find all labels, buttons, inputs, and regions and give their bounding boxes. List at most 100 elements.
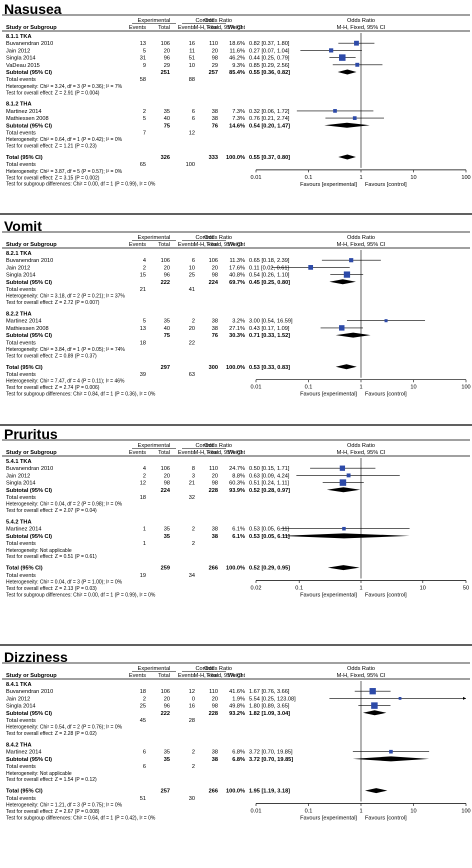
- total-events-label: Total events: [6, 541, 36, 547]
- total-events-e: 18: [140, 495, 146, 501]
- total-e: 96: [164, 704, 170, 710]
- method-header-left: M-H, Fixed, 95% CI: [194, 25, 243, 31]
- events-e: 2: [143, 265, 146, 271]
- study-marker: [352, 116, 357, 120]
- study-name: Jain 2012: [6, 48, 30, 54]
- statistics-note: Test for overall effect: Z = 1.54 (P = 0…: [6, 777, 97, 783]
- overall-events-label: Total events: [6, 372, 36, 378]
- overall-events-label: Total events: [6, 162, 36, 168]
- total-events-e: 45: [140, 718, 146, 724]
- study-name: Singla 2014: [6, 704, 36, 710]
- favours-experimental-label: Favours [experimental]: [300, 816, 357, 822]
- subtotal-label: Subtotal (95% CI): [6, 123, 52, 129]
- total-e: 35: [164, 109, 170, 115]
- subtotal-weight: 30.3%: [229, 333, 245, 339]
- statistics-note: Test for overall effect: Z = 0.51 (P = 0…: [6, 554, 97, 560]
- statistics-note: Heterogeneity: Chi² = 3.84, df = 1 (P = …: [6, 347, 125, 353]
- subtotal-diamond: [352, 756, 430, 762]
- overall-total-c: 266: [209, 566, 218, 572]
- events-e: 5: [143, 48, 146, 54]
- study-header: Study or Subgroup: [6, 25, 57, 31]
- subgroup-label: 8.1.1 TKA: [6, 34, 32, 40]
- or-ci: 0.44 [0.25, 0.79]: [249, 56, 290, 62]
- subgroup-label: 8.1.2 THA: [6, 102, 32, 108]
- statistics-note: Test for overall effect: Z = 1.21 (P = 0…: [6, 144, 97, 150]
- x-tick-label: 100: [461, 385, 470, 391]
- total-e: 20: [164, 473, 170, 479]
- subtotal-total-c: 257: [209, 70, 218, 76]
- panel-title: Dizziness: [4, 649, 68, 665]
- or-title-left: Odds Ratio: [204, 18, 232, 24]
- overall-or-ci: 0.53 [0.33, 0.83]: [249, 365, 290, 371]
- method-header-right: M-H, Fixed, 95% CI: [337, 450, 386, 456]
- weight: 11.6%: [230, 48, 245, 54]
- total-c: 106: [209, 258, 218, 264]
- subtotal-total-c: 38: [212, 534, 218, 540]
- overall-total-c: 300: [209, 365, 218, 371]
- total-c: 38: [212, 116, 218, 122]
- subtotal-or-ci: 1.82 [1.09, 3.04]: [249, 711, 290, 717]
- total-c: 29: [212, 63, 218, 69]
- or-ci: 0.43 [0.17, 1.09]: [249, 326, 290, 332]
- study-header: Study or Subgroup: [6, 242, 57, 248]
- events-c: 12: [189, 689, 195, 695]
- or-title-right: Odds Ratio: [347, 18, 375, 24]
- events-e: 1: [143, 527, 146, 533]
- experimental-header: Experimental: [138, 443, 171, 449]
- or-ci: 3.00 [0.54, 16.59]: [249, 319, 293, 325]
- weight: 46.2%: [229, 56, 245, 62]
- study-name: Singla 2014: [6, 56, 36, 62]
- events-e: 6: [143, 750, 146, 756]
- method-header-left: M-H, Fixed, 95% CI: [194, 242, 243, 248]
- or-ci: 0.54 [0.26, 1.10]: [249, 273, 290, 279]
- or-ci: 0.65 [0.18, 2.39]: [249, 258, 290, 264]
- favours-experimental-label: Favours [experimental]: [300, 392, 357, 398]
- method-header-right: M-H, Fixed, 95% CI: [337, 673, 386, 679]
- ci-arrow: [463, 696, 466, 700]
- overall-diamond: [327, 565, 360, 571]
- total-events-c: 88: [189, 77, 195, 83]
- or-ci: 1.67 [0.76, 3.66]: [249, 689, 290, 695]
- total-e: 20: [164, 48, 170, 54]
- total-e: 20: [164, 696, 170, 702]
- or-ci: 0.63 [0.09, 4.24]: [249, 473, 290, 479]
- subgroup-label: 5.4.1 TKA: [6, 459, 32, 465]
- x-tick-label: 100: [461, 175, 470, 181]
- overall-diamond: [335, 364, 357, 370]
- events-c: 10: [189, 265, 195, 271]
- or-ci: 0.76 [0.21, 2.74]: [249, 116, 290, 122]
- subgroup-label: 8.2.1 TKA: [6, 251, 32, 257]
- x-tick-label: 0.02: [251, 586, 262, 592]
- subtotal-diamond: [324, 122, 370, 128]
- events-c: 6: [192, 258, 195, 264]
- weight: 7.3%: [232, 116, 245, 122]
- study-header: Study or Subgroup: [6, 673, 57, 679]
- control-header: Control: [195, 235, 213, 241]
- subtotal-label: Subtotal (95% CI): [6, 534, 52, 540]
- events-e: 2: [143, 696, 146, 702]
- x-tick-label: 10: [410, 809, 416, 815]
- statistics-note: Test for overall effect: Z = 0.89 (P = 0…: [6, 353, 97, 359]
- study-marker: [339, 479, 347, 486]
- events-c: 16: [189, 704, 195, 710]
- events-e: 25: [140, 704, 146, 710]
- total-events-label: Total events: [6, 764, 36, 770]
- subtotal-or-ci: 3.72 [0.70, 19.85]: [249, 757, 293, 763]
- total-events-c: 28: [189, 718, 195, 724]
- study-marker: [329, 48, 334, 53]
- total-events-e: 1: [143, 541, 146, 547]
- overall-statistics-note: Test for subgroup differences: Chi² = 0.…: [6, 592, 156, 598]
- weight: 3.2%: [232, 319, 245, 325]
- subtotal-diamond: [280, 533, 410, 539]
- panel-title: Pruritus: [4, 426, 58, 442]
- events-e: 2: [143, 473, 146, 479]
- overall-statistics-note: Heterogeneity: Chi² = 3.87, df = 5 (P = …: [6, 169, 123, 175]
- events-e: 4: [143, 466, 146, 472]
- overall-statistics-note: Test for subgroup differences: Chi² = 0.…: [6, 182, 156, 188]
- weight: 1.9%: [232, 696, 245, 702]
- events-c: 25: [189, 273, 195, 279]
- x-tick-label: 10: [420, 586, 426, 592]
- favours-experimental-label: Favours [experimental]: [300, 593, 357, 599]
- study-name: Mathiessen 2008: [6, 116, 49, 122]
- panel-title: Nasusea: [4, 1, 62, 17]
